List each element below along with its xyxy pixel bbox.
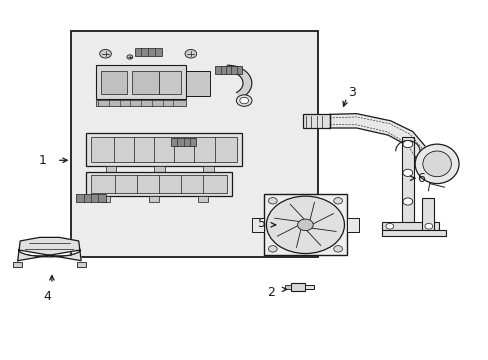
- Circle shape: [402, 140, 412, 148]
- Circle shape: [333, 246, 342, 252]
- Ellipse shape: [414, 144, 458, 184]
- Bar: [421, 198, 433, 230]
- Bar: [171, 138, 195, 146]
- Text: 4: 4: [43, 290, 51, 303]
- Bar: [91, 175, 227, 193]
- Circle shape: [236, 95, 251, 106]
- Text: 5: 5: [258, 216, 266, 230]
- Bar: [86, 134, 242, 166]
- Circle shape: [424, 224, 432, 229]
- Circle shape: [127, 55, 133, 59]
- Circle shape: [239, 97, 248, 104]
- Circle shape: [333, 198, 342, 204]
- Bar: [346, 218, 358, 232]
- Bar: [76, 194, 105, 202]
- Bar: [149, 196, 159, 202]
- Bar: [13, 262, 21, 267]
- Bar: [135, 48, 161, 56]
- Circle shape: [100, 49, 111, 58]
- Bar: [264, 194, 346, 255]
- Circle shape: [402, 169, 412, 176]
- Bar: [215, 66, 242, 74]
- Polygon shape: [227, 65, 251, 98]
- Bar: [185, 71, 210, 96]
- Bar: [132, 71, 159, 94]
- Text: 1: 1: [39, 154, 47, 167]
- Bar: [71, 31, 317, 257]
- Circle shape: [268, 246, 277, 252]
- Bar: [305, 285, 314, 289]
- Bar: [154, 166, 164, 172]
- Bar: [290, 283, 305, 291]
- Circle shape: [297, 219, 313, 230]
- Circle shape: [385, 224, 393, 229]
- Text: 2: 2: [266, 287, 274, 300]
- Text: 3: 3: [347, 86, 355, 99]
- Bar: [198, 196, 207, 202]
- Bar: [251, 218, 264, 232]
- Bar: [101, 71, 127, 94]
- Bar: [382, 230, 445, 235]
- Polygon shape: [329, 114, 424, 160]
- Circle shape: [184, 49, 196, 58]
- Ellipse shape: [422, 151, 450, 177]
- Text: 6: 6: [417, 172, 425, 185]
- Bar: [285, 285, 291, 289]
- Bar: [203, 166, 213, 172]
- Bar: [401, 137, 413, 223]
- Bar: [303, 114, 329, 128]
- Bar: [91, 137, 237, 162]
- Bar: [382, 222, 438, 230]
- Bar: [86, 172, 232, 196]
- Circle shape: [402, 198, 412, 205]
- Circle shape: [268, 198, 277, 204]
- Bar: [105, 166, 116, 172]
- Bar: [96, 65, 185, 99]
- Bar: [101, 196, 110, 202]
- Bar: [77, 262, 86, 267]
- Polygon shape: [18, 237, 81, 261]
- Circle shape: [266, 196, 344, 253]
- Bar: [96, 100, 185, 106]
- Bar: [159, 71, 181, 94]
